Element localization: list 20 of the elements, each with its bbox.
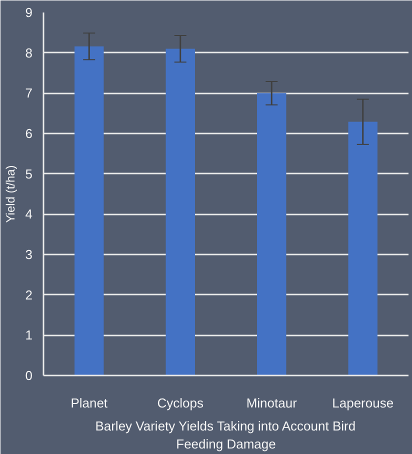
y-axis-title: Yield (t/ha)	[3, 165, 18, 223]
x-tick-label: Laperouse	[332, 396, 394, 410]
bar	[257, 93, 286, 376]
y-tick-label: 4	[25, 206, 33, 222]
y-tick-label: 6	[25, 126, 33, 141]
y-tick-label: 5	[25, 166, 33, 182]
x-tick-label: Minotaur	[246, 396, 298, 410]
y-tick-label: 0	[25, 368, 33, 383]
y-tick-label: 7	[25, 86, 33, 101]
x-axis-title: Barley Variety Yields Taking into Account Bird Feeding Damage	[95, 418, 356, 452]
y-tick-label: 8	[25, 45, 33, 60]
bar	[74, 46, 104, 376]
x-tick-label: Planet	[70, 396, 108, 410]
x-tick-label: Cyclops	[157, 396, 204, 410]
bar	[348, 122, 378, 376]
y-tick-label: 3	[25, 247, 33, 262]
y-tick-label: 1	[25, 328, 33, 343]
bar	[166, 48, 195, 376]
y-tick-label: 9	[25, 5, 33, 20]
y-tick-label: 2	[25, 287, 33, 302]
